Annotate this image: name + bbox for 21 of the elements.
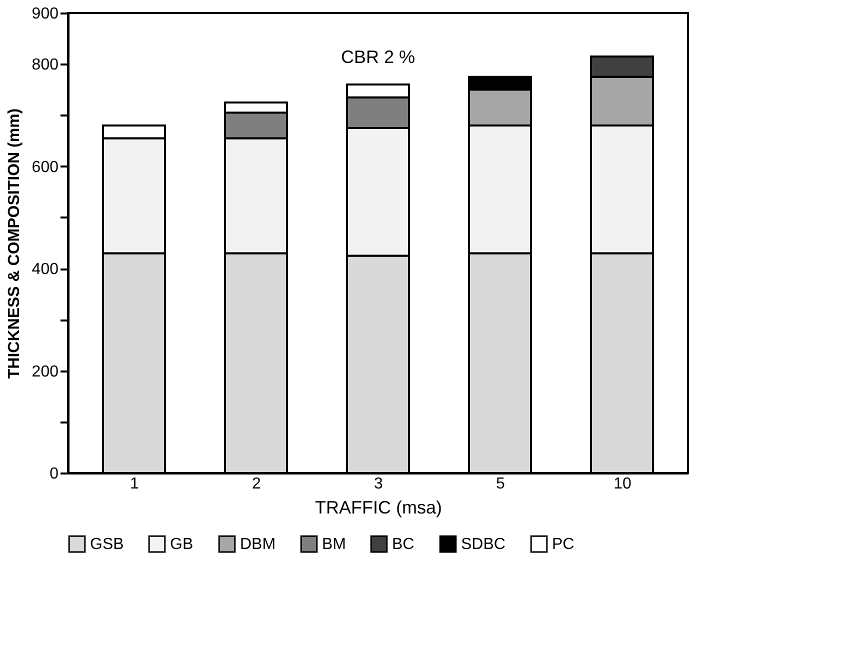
y-tick-label: 400 <box>32 261 59 278</box>
y-tick-label: 0 <box>50 466 59 482</box>
legend-label: BM <box>322 536 346 554</box>
x-tick-label: 10 <box>614 476 632 492</box>
x-axis-title: TRAFFIC (msa) <box>315 498 442 518</box>
legend-label: BC <box>392 536 414 554</box>
legend-label: GB <box>170 536 194 554</box>
annotation: CBR 2 % <box>340 47 416 67</box>
legend-label: SDBC <box>461 536 506 554</box>
y-tick-label: 200 <box>32 363 59 380</box>
y-tick-label: 800 <box>32 56 59 74</box>
y-tick-label: 900 <box>32 6 59 22</box>
x-tick-label: 3 <box>374 476 384 492</box>
x-tick-label: 2 <box>252 476 262 492</box>
x-tick-label: 5 <box>496 476 506 492</box>
x-tick-label: 1 <box>130 476 140 492</box>
y-tick-label: 600 <box>32 158 59 176</box>
legend-label: GSB <box>90 536 124 554</box>
legend-label: PC <box>552 536 574 554</box>
legend-label: DBM <box>240 536 276 554</box>
y-axis-title: THICKNESS & COMPOSITION (mm) <box>6 108 23 379</box>
